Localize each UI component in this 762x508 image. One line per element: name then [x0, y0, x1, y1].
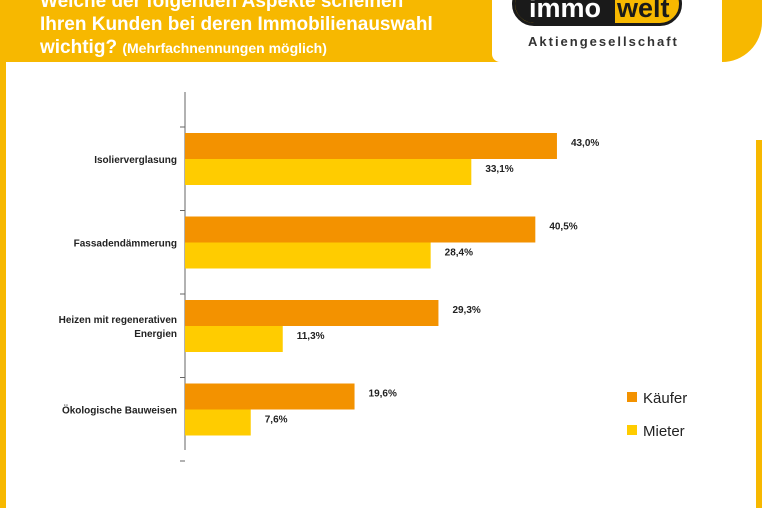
legend-label: Mieter: [643, 423, 685, 440]
bar-mieter: [185, 242, 431, 269]
data-label: 43,0%: [571, 138, 599, 149]
category-label: Heizen mit regenerativen Energien: [59, 315, 177, 340]
data-label: 11,3%: [297, 331, 325, 342]
bar-mieter: [185, 326, 283, 352]
logo-text-right: welt: [617, 0, 670, 23]
legend-swatch: [627, 392, 637, 402]
legend-label: Käufer: [643, 390, 687, 407]
logo-text-left: immo: [515, 0, 615, 23]
title-line-1: Welche der folgenden Aspekte scheinen: [40, 0, 404, 12]
data-label: 19,6%: [369, 389, 397, 400]
page-title: Welche der folgenden Aspekte scheinen Ih…: [40, 0, 480, 60]
category-label: Ökologische Bauweisen: [62, 404, 177, 417]
title-line-3: wichtig?: [40, 37, 118, 58]
category-label: Isolierverglasung: [94, 155, 177, 166]
logo-subtitle: Aktiengesellschaft: [528, 34, 679, 49]
data-label: 33,1%: [485, 164, 513, 175]
title-line-2: Ihren Kunden bei deren Immobilienauswahl: [40, 14, 433, 35]
bar-kaeufer: [185, 383, 355, 410]
left-accent-stripe: [0, 62, 6, 508]
bar-kaeufer: [185, 300, 439, 326]
data-label: 28,4%: [445, 248, 473, 259]
data-label: 29,3%: [452, 305, 480, 316]
bar-mieter: [185, 159, 472, 185]
category-label: Fassadendämmerung: [74, 239, 177, 250]
title-note: (Mehrfachnennungen möglich): [122, 40, 327, 56]
bar-kaeufer: [185, 216, 536, 243]
data-label: 40,5%: [549, 222, 577, 233]
bar-mieter: [185, 409, 251, 436]
data-label: 7,6%: [265, 415, 288, 426]
logo-pill: immo welt: [512, 0, 682, 26]
right-accent-stripe: [756, 140, 762, 508]
bar-kaeufer: [185, 133, 557, 159]
logo: immo welt Aktiengesellschaft: [492, 0, 722, 62]
legend-swatch: [627, 425, 637, 435]
